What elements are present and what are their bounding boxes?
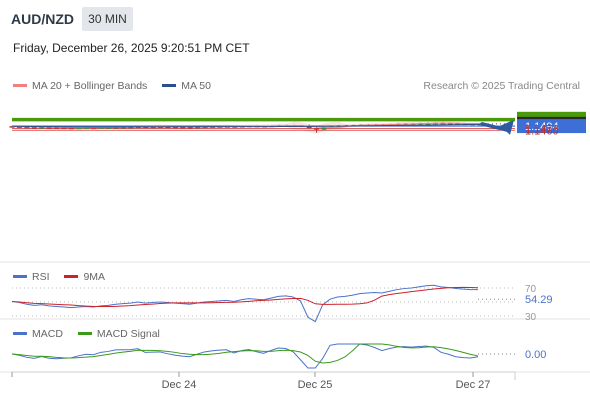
time-axis: Dec 24 Dec 25 Dec 27 [11, 371, 515, 391]
legend-label: MA 20 + Bollinger Bands [32, 80, 148, 92]
macd-value-label: 0.00 [525, 349, 546, 361]
candle-body [447, 123, 453, 125]
symbol-title: AUD/NZD [11, 11, 74, 27]
legend-label: MA 50 [181, 80, 211, 92]
timeframe-badge[interactable]: 30 MIN [82, 7, 133, 31]
ma20-swatch [13, 83, 27, 87]
x-tick-label: Dec 25 [298, 379, 333, 391]
level-label-support: 1.1473 [525, 124, 559, 136]
legend-item-macd-signal: MACD Signal [77, 328, 160, 340]
timestamp-label: Friday, December 26, 2025 9:20:51 PM CET [13, 41, 250, 55]
candle-body [68, 127, 74, 130]
ma50-swatch [162, 83, 177, 87]
candle-body [91, 127, 97, 130]
bollinger-bands [12, 121, 480, 134]
rsi-level-70: 70 [525, 284, 537, 295]
rsi-swatch [13, 274, 27, 278]
candle-body [76, 127, 82, 130]
candle-body [9, 126, 15, 128]
legend-label: MACD [32, 328, 63, 340]
candle-body [455, 123, 461, 125]
legend-label: RSI [32, 271, 50, 283]
candle-body [172, 126, 178, 129]
level-label-bg [517, 119, 586, 134]
candle-body [16, 126, 22, 128]
legend-item-9ma: 9MA [64, 271, 105, 283]
candle-body [180, 126, 186, 129]
macd-panel: 0.00 [11, 343, 546, 369]
forecast-arrow [480, 119, 514, 135]
rsi-legend: RSI 9MA [13, 271, 117, 283]
rsi-value-label: 54.29 [525, 294, 553, 306]
legend-item-macd: MACD [13, 328, 63, 340]
level-label-pivot: 1.1494 [525, 121, 559, 133]
legend-label: 9MA [83, 271, 106, 283]
candle-body [306, 126, 312, 129]
candle-body [83, 127, 89, 130]
candle-body [98, 127, 104, 129]
moving-averages [11, 122, 481, 129]
forecast-arrow-head [500, 119, 514, 135]
candle-body [328, 125, 334, 128]
candle-body [106, 127, 112, 129]
macd-signal-line [11, 343, 479, 364]
legend-item-ma50: MA 50 [162, 80, 211, 92]
macd-swatch [13, 331, 27, 335]
macd-legend: MACD MACD Signal [13, 328, 172, 340]
x-tick-label: Dec 24 [162, 379, 197, 391]
rsi-level-30: 30 [525, 312, 537, 323]
panel-separators [0, 261, 590, 380]
candle-body [46, 127, 52, 129]
price-levels [12, 117, 515, 131]
legend-item-ma20: MA 20 + Bollinger Bands [13, 80, 147, 92]
candle-body [321, 127, 327, 130]
candle-body [187, 126, 193, 129]
chart-header: AUD/NZD 30 MIN [0, 0, 590, 36]
rsi-panel: 70 30 54.29 [11, 284, 553, 323]
ma50-line [11, 123, 481, 128]
macd-signal-swatch [77, 331, 92, 335]
x-tick-label: Dec 27 [456, 379, 491, 391]
candle-body [314, 128, 320, 130]
main-legend: MA 20 + Bollinger Bands MA 50 [13, 80, 223, 92]
legend-label: MACD Signal [96, 328, 160, 340]
candle-body [61, 127, 67, 130]
candle-body [31, 127, 37, 129]
candle-body [54, 127, 60, 129]
candle-body [195, 126, 201, 129]
research-credit: Research © 2025 Trading Central [423, 80, 580, 92]
candle-body [24, 126, 30, 129]
bollinger-band-area [12, 121, 480, 134]
level-label-support: 1.1460 [525, 125, 559, 137]
9ma-swatch [64, 274, 79, 278]
legend-item-rsi: RSI [13, 271, 50, 283]
candle-body [150, 126, 156, 129]
rsi-9ma-line [11, 286, 479, 308]
candle-body [39, 127, 45, 129]
forecast-arrow-shaft [480, 122, 508, 132]
